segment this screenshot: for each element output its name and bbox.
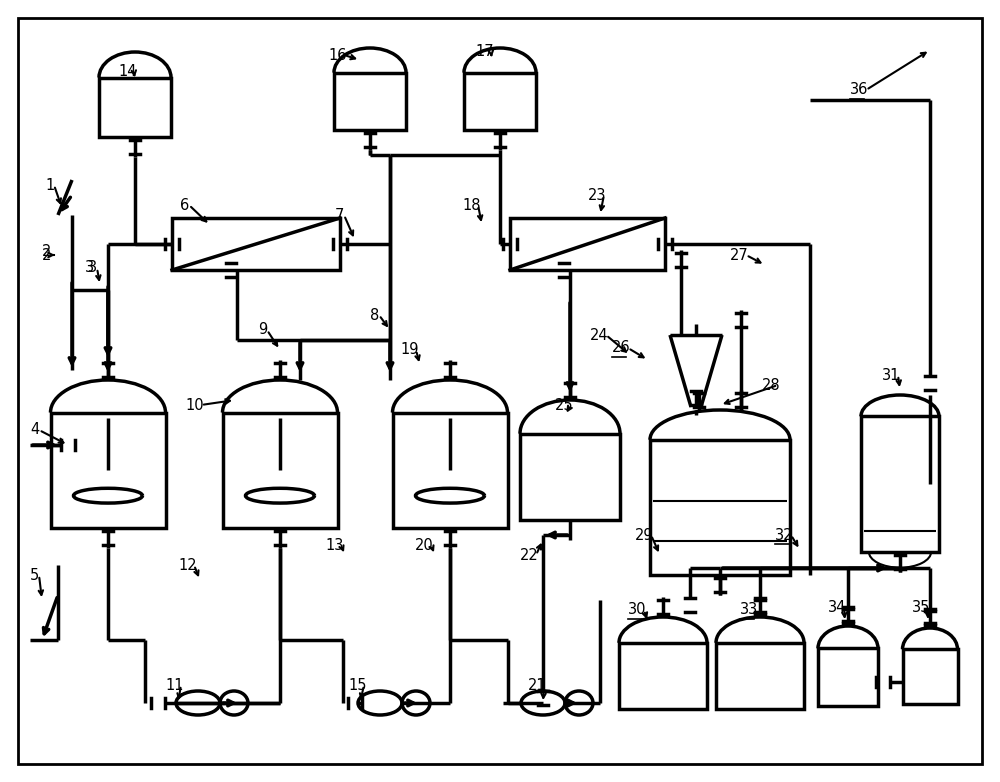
Text: 6: 6 — [180, 198, 189, 213]
Text: 15: 15 — [348, 677, 366, 693]
Text: 19: 19 — [400, 343, 418, 357]
Text: 26: 26 — [612, 340, 631, 356]
Text: 1: 1 — [45, 178, 54, 192]
Text: 10: 10 — [185, 397, 204, 412]
Text: 2: 2 — [42, 247, 51, 263]
Text: 18: 18 — [462, 198, 480, 213]
Text: 11: 11 — [165, 677, 184, 693]
Text: 28: 28 — [762, 378, 781, 393]
Text: 4: 4 — [30, 422, 39, 437]
Text: 25: 25 — [555, 397, 574, 412]
Text: 9: 9 — [258, 322, 267, 338]
Text: 33: 33 — [740, 602, 758, 618]
Text: 35: 35 — [912, 601, 930, 615]
Text: 17: 17 — [475, 45, 494, 59]
Text: 24: 24 — [590, 328, 609, 343]
Text: 20: 20 — [415, 537, 434, 553]
Text: 22: 22 — [520, 547, 539, 562]
Text: 31: 31 — [882, 368, 900, 382]
Text: 3: 3 — [85, 260, 94, 275]
Text: 14: 14 — [118, 64, 136, 80]
Text: 27: 27 — [730, 247, 749, 263]
Text: 8: 8 — [370, 307, 379, 322]
Text: 2: 2 — [42, 245, 51, 260]
Text: 32: 32 — [775, 528, 794, 543]
Text: 16: 16 — [328, 48, 347, 63]
Text: 12: 12 — [178, 558, 197, 572]
Text: 29: 29 — [635, 528, 654, 543]
Text: 5: 5 — [30, 568, 39, 583]
Text: 13: 13 — [325, 537, 343, 553]
Text: 34: 34 — [828, 601, 846, 615]
Text: 23: 23 — [588, 188, 606, 203]
Text: 36: 36 — [850, 82, 868, 98]
Text: 21: 21 — [528, 677, 547, 693]
Text: 3: 3 — [88, 260, 97, 275]
Text: 30: 30 — [628, 602, 646, 618]
Text: 7: 7 — [335, 207, 344, 223]
